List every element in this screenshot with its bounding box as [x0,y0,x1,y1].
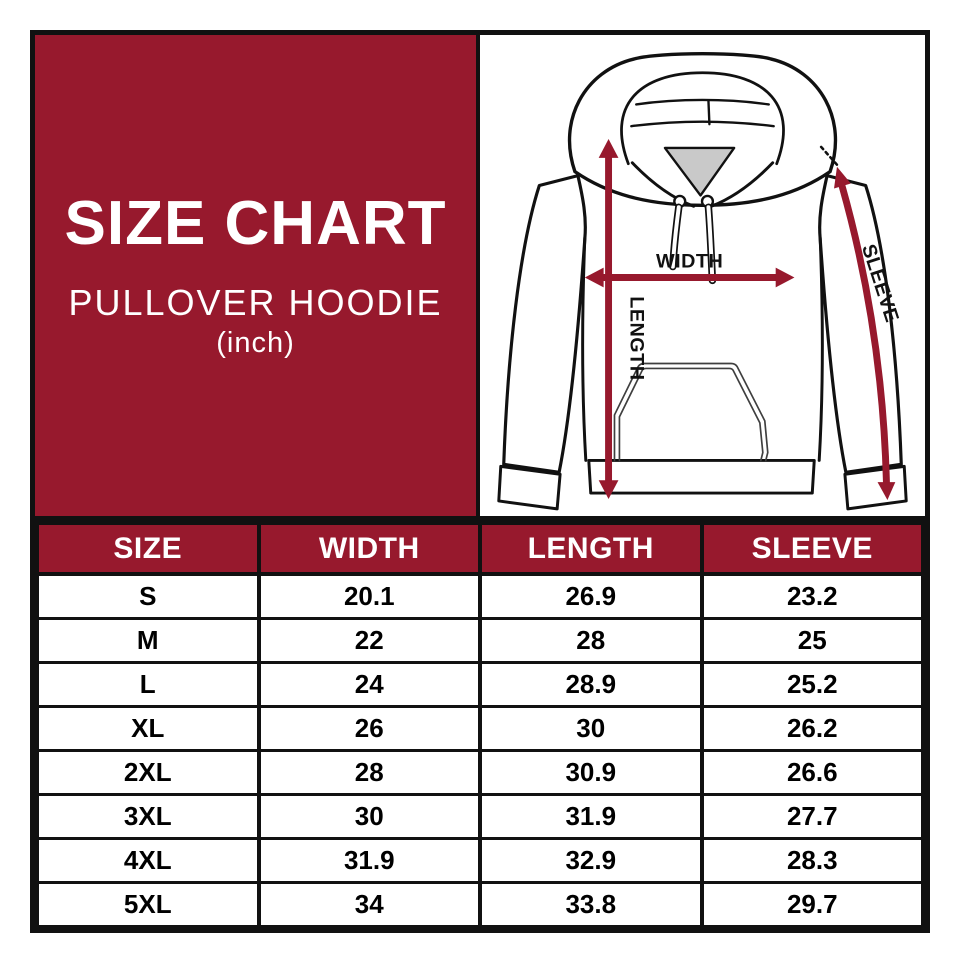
size-table-header-row: SIZE WIDTH LENGTH SLEEVE [35,521,925,576]
table-row-4xl: 4XL 31.9 32.9 28.3 [35,837,925,884]
cell-sleeve: 25.2 [699,661,925,708]
cell-sleeve: 28.3 [699,837,925,884]
hoodie-measurement-diagram: WIDTH LENGTH SLEEVE [480,35,925,516]
cell-width: 22 [256,617,482,664]
hood-center-seam [707,99,711,126]
cell-size: XL [35,705,261,752]
width-arrow [584,267,795,288]
table-row-l: L 24 28.9 25.2 [35,661,925,708]
hood-opening-rim [620,71,785,166]
top-section: SIZE CHART PULLOVER HOODIE (inch) [35,35,925,521]
cell-sleeve: 23.2 [699,572,925,620]
table-row-xl: XL 26 30 26.2 [35,705,925,752]
cell-size: 2XL [35,749,261,796]
brand-panel: SIZE CHART PULLOVER HOODIE (inch) [35,35,480,516]
page-title: SIZE CHART [64,189,447,258]
cell-width: 20.1 [256,572,482,620]
table-row-3xl: 3XL 30 31.9 27.7 [35,793,925,840]
length-label: LENGTH [625,296,647,380]
cell-width: 34 [256,881,482,928]
cell-length: 32.9 [478,837,704,884]
sleeve-arrow [819,145,896,500]
cell-length: 28 [478,617,704,664]
cell-length: 30 [478,705,704,752]
table-row-2xl: 2XL 28 30.9 26.6 [35,749,925,796]
table-row-5xl: 5XL 34 33.8 29.7 [35,881,925,928]
measurement-unit: (inch) [216,327,295,359]
body-side-seam-left [581,236,588,462]
cell-size: 3XL [35,793,261,840]
hood-inner-seam-lower [630,120,775,128]
cell-length: 26.9 [478,572,704,620]
hoodie-left-cuff [497,464,562,511]
cell-width: 24 [256,661,482,708]
cell-size: L [35,661,261,708]
body-side-seam-right [817,236,824,462]
hoodie-waistband [587,458,816,495]
hood-inner-seam-upper [635,98,770,106]
header-size: SIZE [35,521,261,576]
size-chart-poster: SIZE CHART PULLOVER HOODIE (inch) [30,30,930,933]
cell-width: 28 [256,749,482,796]
cell-size: S [35,572,261,620]
cell-sleeve: 27.7 [699,793,925,840]
hoodie-right-sleeve [818,174,903,474]
hoodie-right-cuff [843,464,908,511]
cell-size: 5XL [35,881,261,928]
cell-width: 26 [256,705,482,752]
length-arrow [598,139,619,499]
cell-width: 30 [256,793,482,840]
cell-length: 33.8 [478,881,704,928]
header-sleeve: SLEEVE [699,521,925,576]
hoodie-body [569,165,836,461]
header-length: LENGTH [478,521,704,576]
cell-size: M [35,617,261,664]
cell-sleeve: 26.6 [699,749,925,796]
cell-length: 31.9 [478,793,704,840]
cell-length: 28.9 [478,661,704,708]
cell-width: 31.9 [256,837,482,884]
product-name: PULLOVER HOODIE [68,282,443,323]
drawstring-left [669,203,683,271]
cell-length: 30.9 [478,749,704,796]
hood-crossover-right [709,161,775,208]
cell-sleeve: 26.2 [699,705,925,752]
table-row-s: S 20.1 26.9 23.2 [35,572,925,620]
kangaroo-pocket-outer [613,362,769,462]
table-row-m: M 22 28 25 [35,617,925,664]
hoodie-left-sleeve [502,174,587,474]
cell-size: 4XL [35,837,261,884]
hood-shade-triangle [663,146,736,197]
kangaroo-pocket-inner [618,367,764,462]
cell-sleeve: 29.7 [699,881,925,928]
hood-crossover-left [630,161,696,208]
size-table: SIZE WIDTH LENGTH SLEEVE S 20.1 26.9 23.… [35,521,925,928]
shoulder-seam-dotted-line [819,145,839,167]
hoodie-illustration: WIDTH LENGTH SLEEVE [497,52,908,511]
width-label: WIDTH [656,251,723,273]
cell-sleeve: 25 [699,617,925,664]
header-width: WIDTH [256,521,482,576]
